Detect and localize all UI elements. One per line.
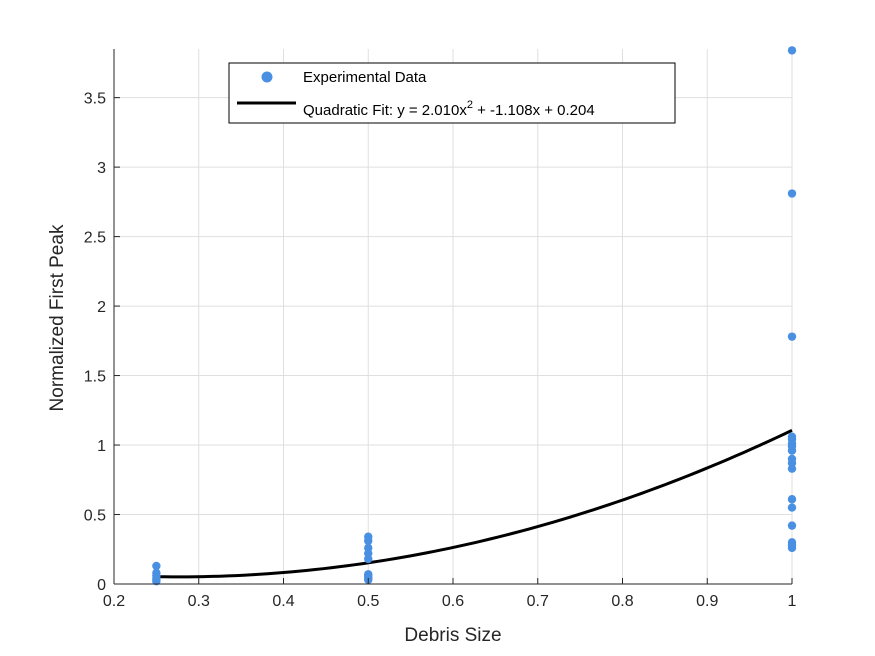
data-point-7 bbox=[364, 536, 373, 546]
legend-label-experimental: Experimental Data bbox=[303, 69, 427, 86]
fit-curve bbox=[156, 428, 793, 579]
data-point-0 bbox=[152, 561, 161, 571]
data-point-28 bbox=[787, 503, 797, 512]
points-layer bbox=[152, 46, 797, 586]
x-tick-label-7: 0.9 bbox=[696, 593, 718, 610]
data-point-29 bbox=[787, 521, 797, 530]
data-point-32 bbox=[787, 543, 797, 553]
grid-layer bbox=[113, 49, 793, 585]
x-axis-title: Debris Size bbox=[404, 625, 501, 646]
fit-layer bbox=[156, 428, 793, 579]
legend-label-fit: Quadratic Fit: y = 2.010x2 + -1.108x + 0… bbox=[303, 99, 595, 119]
y-axis-title: Normalized First Peak bbox=[47, 224, 68, 411]
data-point-23 bbox=[787, 446, 797, 455]
y-tick-label-2: 1 bbox=[97, 438, 106, 455]
y-tick-label-3: 1.5 bbox=[84, 369, 106, 386]
data-point-16 bbox=[787, 46, 797, 55]
legend-marker-experimental bbox=[261, 71, 273, 83]
x-tick-label-2: 0.4 bbox=[272, 593, 294, 610]
legend: Experimental Data Quadratic Fit: y = 2.0… bbox=[228, 62, 676, 124]
data-point-5 bbox=[152, 577, 161, 586]
x-tick-label-3: 0.5 bbox=[357, 593, 379, 610]
x-tick-label-0: 0.2 bbox=[103, 593, 125, 610]
y-tick-label-1: 0.5 bbox=[84, 508, 106, 525]
ticks-layer: 0.2 0.3 0.4 0.5 0.6 0.7 0.8 0.9 1 0 0.5 1 1.5 2 2.5 3 3.… bbox=[84, 91, 797, 610]
x-tick-label-5: 0.7 bbox=[527, 593, 549, 610]
y-tick-label-5: 2.5 bbox=[84, 230, 106, 247]
legend-box bbox=[228, 62, 676, 124]
x-tick-label-4: 0.6 bbox=[442, 593, 464, 610]
x-tick-label-6: 0.8 bbox=[611, 593, 633, 610]
x-tick-label-8: 1 bbox=[788, 593, 797, 610]
data-point-18 bbox=[787, 332, 797, 341]
y-tick-label-6: 3 bbox=[97, 160, 106, 177]
data-point-27 bbox=[787, 495, 797, 504]
y-tick-label-0: 0 bbox=[97, 577, 106, 594]
data-point-17 bbox=[787, 189, 797, 198]
y-tick-label-4: 2 bbox=[97, 299, 106, 316]
data-point-10 bbox=[364, 554, 373, 564]
y-tick-label-7: 3.5 bbox=[84, 91, 106, 108]
legend-fit-superscript: 2 bbox=[467, 99, 473, 111]
legend-fit-main: Quadratic Fit: y = 2.010x bbox=[303, 102, 467, 119]
legend-fit-suffix: + -1.108x + 0.204 bbox=[473, 102, 595, 119]
data-point-26 bbox=[787, 464, 797, 473]
x-tick-label-1: 0.3 bbox=[188, 593, 210, 610]
